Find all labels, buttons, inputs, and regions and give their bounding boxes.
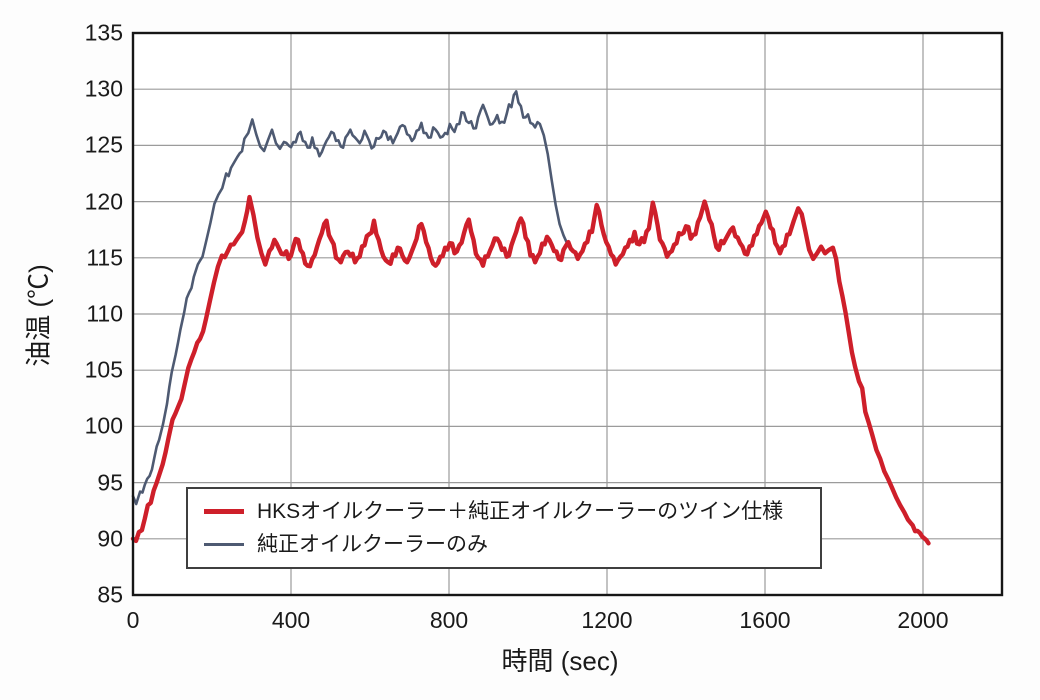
x-tick-label: 1200	[581, 607, 633, 633]
x-tick-label: 2000	[897, 607, 949, 633]
x-axis-title: 時間 (sec)	[501, 646, 619, 676]
y-tick-label: 95	[97, 469, 123, 496]
x-tick-label: 1600	[739, 607, 791, 633]
y-tick-label: 120	[84, 188, 123, 215]
legend-line-sample-gray	[204, 543, 244, 546]
y-tick-label: 125	[84, 131, 123, 158]
y-tick-label: 85	[97, 581, 123, 608]
legend-line-sample-red	[204, 509, 244, 514]
y-tick-label: 135	[84, 19, 123, 46]
x-tick-label: 800	[429, 607, 469, 633]
series-line-stock-only	[131, 90, 572, 506]
x-tick-label: 0	[126, 607, 140, 633]
legend-label-hks-twin: HKSオイルクーラー＋純正オイルクーラーのツイン仕様	[257, 500, 784, 523]
y-tick-label: 100	[84, 412, 123, 439]
legend-item-hks-twin: HKSオイルクーラー＋純正オイルクーラーのツイン仕様	[204, 501, 820, 522]
legend: HKSオイルクーラー＋純正オイルクーラーのツイン仕様 純正オイルクーラーのみ	[186, 487, 822, 569]
y-axis-title: 油温 (℃)	[23, 264, 54, 367]
series-line-hks-twin	[130, 194, 931, 546]
plot-border	[131, 31, 1004, 597]
y-tick-label: 110	[86, 300, 123, 327]
x-tick-label: 400	[271, 607, 311, 633]
legend-label-stock-only: 純正オイルクーラーのみ	[257, 533, 488, 556]
y-tick-label: 105	[84, 356, 123, 383]
y-tick-label: 115	[86, 244, 123, 271]
y-tick-label: 90	[97, 525, 123, 552]
legend-item-stock-only: 純正オイルクーラーのみ	[204, 534, 820, 555]
y-tick-label: 130	[84, 75, 123, 102]
